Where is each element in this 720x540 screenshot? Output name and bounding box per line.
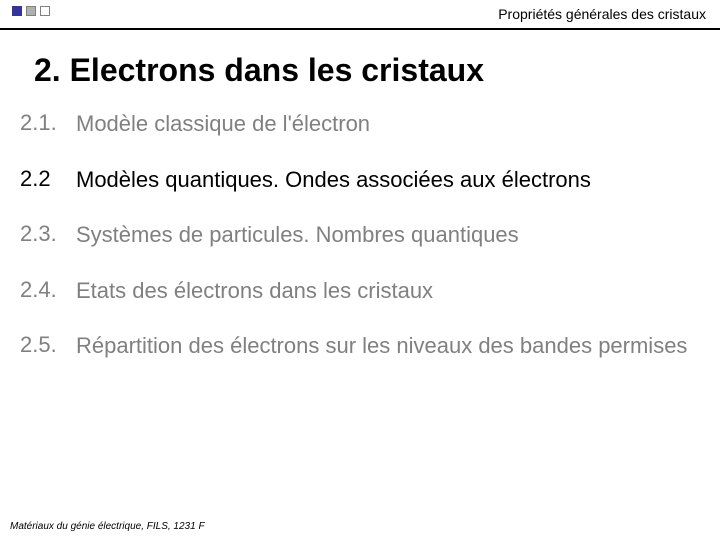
toc-item-number: 2.4.: [20, 277, 76, 305]
bullet-square-icon: [12, 6, 22, 16]
toc-item-number: 2.2: [20, 166, 76, 194]
toc-item-number: 2.3.: [20, 221, 76, 249]
toc-item-text: Répartition des électrons sur les niveau…: [76, 332, 687, 360]
toc-item-number: 2.5.: [20, 332, 76, 360]
toc-item-text: Modèle classique de l'électron: [76, 110, 370, 138]
toc-item-text: Systèmes de particules. Nombres quantiqu…: [76, 221, 519, 249]
slide: Propriétés générales des cristaux 2. Ele…: [0, 0, 720, 540]
section-title: 2. Electrons dans les cristaux: [34, 52, 484, 89]
footer-text: Matériaux du génie électrique, FILS, 123…: [10, 521, 205, 532]
table-of-contents: 2.1.Modèle classique de l'électron2.2Mod…: [20, 110, 700, 388]
toc-item: 2.4.Etats des électrons dans les cristau…: [20, 277, 700, 305]
header-divider: [0, 28, 720, 30]
toc-item: 2.5.Répartition des électrons sur les ni…: [20, 332, 700, 360]
toc-item: 2.3.Systèmes de particules. Nombres quan…: [20, 221, 700, 249]
toc-item: 2.2Modèles quantiques. Ondes associées a…: [20, 166, 700, 194]
bullet-square-icon: [26, 6, 36, 16]
toc-item-text: Modèles quantiques. Ondes associées aux …: [76, 166, 591, 194]
toc-item-number: 2.1.: [20, 110, 76, 138]
header-bullet-squares: [12, 6, 50, 16]
toc-item-text: Etats des électrons dans les cristaux: [76, 277, 433, 305]
breadcrumb: Propriétés générales des cristaux: [498, 6, 706, 22]
header-bar: Propriétés générales des cristaux: [0, 0, 720, 32]
bullet-square-icon: [40, 6, 50, 16]
toc-item: 2.1.Modèle classique de l'électron: [20, 110, 700, 138]
